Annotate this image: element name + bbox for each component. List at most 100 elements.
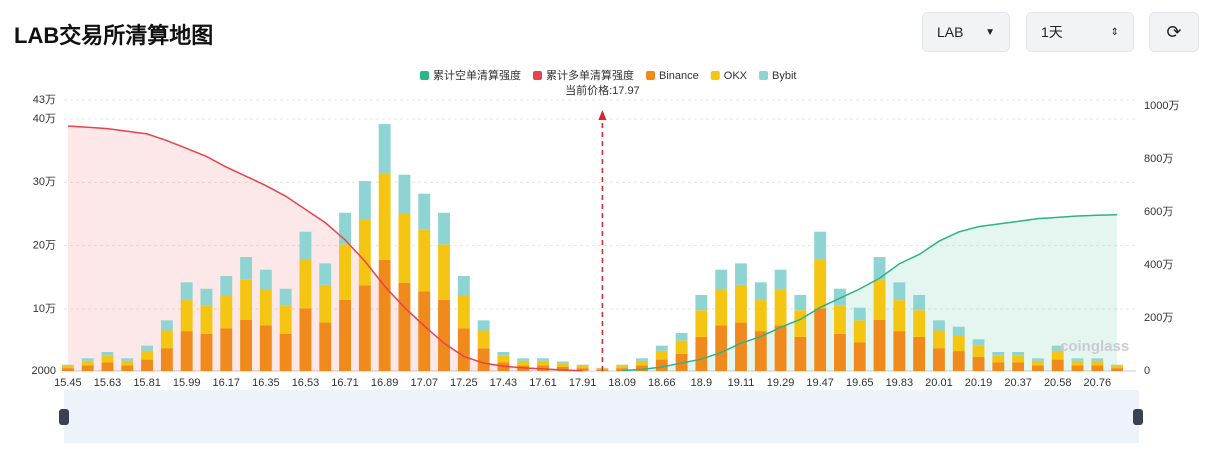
bar-segment xyxy=(715,289,728,326)
bar-segment xyxy=(339,299,351,371)
watermark: coinglass xyxy=(1060,338,1129,355)
x-tick-label: 17.25 xyxy=(450,377,478,389)
bar-segment xyxy=(180,300,193,332)
x-tick-label: 17.07 xyxy=(410,377,438,389)
bar-segment xyxy=(932,330,945,349)
bar-segment xyxy=(81,358,94,361)
bar-segment xyxy=(497,355,510,363)
bar-segment xyxy=(616,368,629,371)
x-tick-label: 16.17 xyxy=(213,377,241,389)
bar-segment xyxy=(537,360,549,366)
bar-segment xyxy=(992,352,1005,356)
bar-segment xyxy=(180,282,193,301)
x-tick-label: 17.91 xyxy=(569,377,597,389)
interval-select[interactable]: 1天 ⇕ xyxy=(1026,12,1134,52)
bar-segment xyxy=(1012,362,1025,371)
bar-segment xyxy=(517,358,530,361)
bar-segment xyxy=(873,319,886,371)
interval-value: 1天 xyxy=(1041,24,1063,40)
x-tick-label: 15.45 xyxy=(54,377,82,389)
bar-segment xyxy=(81,365,94,371)
bar-segment xyxy=(81,360,94,366)
x-tick-label: 15.63 xyxy=(94,377,122,389)
bar-segment xyxy=(655,345,668,351)
bar-segment xyxy=(556,361,569,364)
x-tick-label: 16.71 xyxy=(331,377,359,389)
bar-segment xyxy=(952,351,965,371)
cumulative-line xyxy=(622,213,1118,372)
bar-segment xyxy=(754,282,767,301)
bar-segment xyxy=(913,295,926,311)
symbol-select[interactable]: LAB ▼ xyxy=(922,12,1010,52)
bar-segment xyxy=(972,345,985,357)
bar-segment xyxy=(695,336,708,371)
bar-segment xyxy=(299,231,312,260)
bar-segment xyxy=(1091,358,1104,361)
bar-segment xyxy=(794,310,807,337)
bar-segment xyxy=(339,244,351,300)
x-tick-label: 19.47 xyxy=(806,377,834,389)
bar-segment xyxy=(1071,365,1084,371)
bar-segment xyxy=(299,259,312,309)
bar-segment xyxy=(61,364,74,366)
bar-segment xyxy=(794,295,807,311)
y2-tick-label: 800万 xyxy=(1144,153,1173,165)
refresh-button[interactable]: ⟳ xyxy=(1149,12,1199,52)
zoom-handle[interactable] xyxy=(59,409,69,425)
y2-tick-label: 0 xyxy=(1144,365,1150,377)
bar-segment xyxy=(774,325,787,371)
bar-segment xyxy=(259,325,272,371)
y2-tick-label: 200万 xyxy=(1144,312,1173,324)
bar-segment xyxy=(754,331,767,371)
bar-segment xyxy=(834,333,846,371)
x-tick-label: 20.19 xyxy=(965,377,993,389)
bar-segment xyxy=(695,295,708,311)
legend-label: 累计多单清算强度 xyxy=(546,68,634,82)
bar-segment xyxy=(834,288,846,306)
zoom-handle[interactable] xyxy=(1133,409,1143,425)
legend-swatch xyxy=(533,71,542,80)
bar-segment xyxy=(240,279,253,320)
bar-segment xyxy=(636,358,648,361)
bar-segment xyxy=(556,366,569,371)
bar-segment xyxy=(200,333,213,371)
bar-segment xyxy=(1111,364,1124,366)
bar-segment xyxy=(1012,355,1025,363)
bar-segment xyxy=(61,365,74,369)
bar-segment xyxy=(735,263,747,285)
bar-segment xyxy=(101,355,114,363)
bar-segment xyxy=(319,322,332,371)
legend-swatch xyxy=(759,71,768,80)
y2-tick-label: 400万 xyxy=(1144,259,1173,271)
bar-segment xyxy=(616,365,629,369)
y-tick-label: 2000 xyxy=(32,365,56,377)
bar-segment xyxy=(893,300,906,332)
bar-segment xyxy=(418,193,431,230)
bar-segment xyxy=(675,340,688,354)
bar-segment xyxy=(873,279,886,320)
bar-segment xyxy=(477,348,490,371)
bar-segment xyxy=(814,259,827,309)
x-tick-label: 17.61 xyxy=(529,377,557,389)
zoom-slider[interactable] xyxy=(64,390,1139,443)
bar-segment xyxy=(141,345,154,351)
x-tick-label: 16.35 xyxy=(252,377,280,389)
bar-segment xyxy=(814,231,827,260)
bar-segment xyxy=(438,299,450,371)
bar-segment xyxy=(576,368,589,371)
bar-segment xyxy=(457,276,470,296)
bar-segment xyxy=(1031,358,1044,361)
bar-segment xyxy=(517,360,530,366)
bar-segment xyxy=(893,282,906,301)
chart: 2000 10万 20万 30万 40万 43万 0 200万 400万 600万 800万 1000… xyxy=(32,68,1179,443)
bar-segment xyxy=(477,330,490,349)
y2-tick-label: 600万 xyxy=(1144,206,1173,218)
bar-segment xyxy=(616,364,629,366)
bar-segment xyxy=(774,289,787,326)
x-tick-label: 19.65 xyxy=(846,377,874,389)
bar-segment xyxy=(160,330,173,349)
bar-segment xyxy=(556,363,569,367)
bar-segment xyxy=(972,356,985,371)
bar-segment xyxy=(932,320,945,331)
bar-segment xyxy=(774,269,787,290)
